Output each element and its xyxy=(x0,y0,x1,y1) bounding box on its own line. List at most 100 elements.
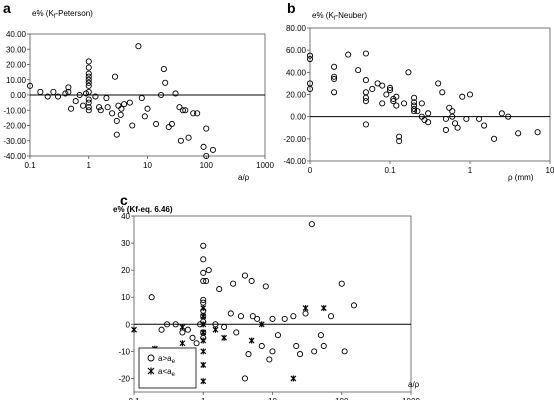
data-point xyxy=(203,125,210,132)
data-point xyxy=(85,99,92,106)
data-point xyxy=(135,43,142,50)
data-point xyxy=(362,89,369,96)
y-tick-label: 40.00 xyxy=(6,30,27,39)
panel-b-x-ticks: 0 0.1 1 10 xyxy=(308,161,554,175)
data-point xyxy=(68,105,75,112)
data-point xyxy=(157,91,165,99)
data-point xyxy=(449,108,456,115)
data-point xyxy=(80,102,87,109)
data-point xyxy=(129,122,136,129)
data-point xyxy=(221,323,228,331)
data-point xyxy=(245,351,252,358)
data-point xyxy=(200,296,207,303)
data-point xyxy=(393,102,400,109)
data-point xyxy=(362,121,369,128)
data-point xyxy=(383,91,390,98)
panel-b: b e% (Kf-Neuber) 80.00 60.00 40.00 20.00 0.0… xyxy=(283,0,554,182)
data-point xyxy=(306,85,314,93)
data-point xyxy=(126,99,133,106)
data-point xyxy=(185,134,192,141)
y-tick-label: 10.00 xyxy=(6,76,27,85)
data-point xyxy=(435,80,442,87)
data-point xyxy=(72,98,79,105)
data-point xyxy=(476,115,483,122)
data-point-star xyxy=(258,321,265,328)
data-point xyxy=(141,113,148,120)
data-point xyxy=(37,88,44,95)
panel-c-legend: a>ae a<ae xyxy=(138,347,197,389)
data-point-star xyxy=(221,334,228,341)
legend-circle-marker xyxy=(147,354,155,362)
x-tick-label: 10 xyxy=(268,397,277,400)
data-point xyxy=(62,90,69,97)
panel-a: a e% (Kf-Peterson) 40.0030.0020.0010.000… xyxy=(3,0,274,182)
data-point xyxy=(418,100,425,107)
data-point-star xyxy=(320,305,327,312)
data-point xyxy=(104,104,111,111)
data-point xyxy=(85,64,92,71)
data-point xyxy=(153,120,160,128)
data-point xyxy=(306,55,314,63)
data-point xyxy=(396,133,403,140)
data-point xyxy=(103,95,110,102)
data-point xyxy=(176,104,183,111)
panel-a-points xyxy=(26,43,216,160)
y-tick-label: -20.00 xyxy=(3,122,26,131)
data-point xyxy=(345,51,352,58)
y-tick-label: 80.00 xyxy=(286,24,307,33)
y-tick-label: 10 xyxy=(121,293,130,302)
data-point xyxy=(96,104,103,111)
data-point xyxy=(203,152,210,160)
x-tick-label: 1 xyxy=(201,397,206,400)
data-point xyxy=(179,329,186,336)
panel-c-xlabel: a/ρ xyxy=(408,380,420,389)
data-point xyxy=(274,332,282,339)
y-tick-label: 40.00 xyxy=(286,68,307,77)
y-tick-label: -20 xyxy=(118,374,130,383)
data-point xyxy=(254,315,261,322)
data-point xyxy=(459,93,466,100)
data-point xyxy=(162,79,169,86)
y-tick-label: 20.00 xyxy=(286,91,307,100)
data-point xyxy=(379,100,386,107)
data-point xyxy=(172,90,179,97)
data-point xyxy=(442,126,449,134)
x-tick-label: 1000 xyxy=(256,161,274,170)
data-point xyxy=(454,124,461,131)
data-point xyxy=(320,342,327,350)
y-tick-label: -20.00 xyxy=(283,135,306,144)
data-point xyxy=(317,332,324,339)
data-point xyxy=(258,342,265,350)
x-tick-label: 1 xyxy=(87,161,92,170)
data-point xyxy=(85,79,92,86)
x-tick-label: 100 xyxy=(335,397,349,400)
data-point xyxy=(249,313,256,320)
data-point xyxy=(200,242,207,249)
data-point xyxy=(362,50,369,57)
data-point xyxy=(331,89,338,96)
panel-b-ylabel: e% (Kf-Neuber) xyxy=(312,11,367,22)
data-point xyxy=(121,101,128,108)
y-tick-label: -30.00 xyxy=(3,137,26,146)
legend-label-star: a<ae xyxy=(158,367,176,378)
data-point xyxy=(203,277,210,285)
y-tick-label: 30.00 xyxy=(6,45,27,54)
data-point xyxy=(233,329,240,336)
data-point-star xyxy=(200,348,207,355)
data-point xyxy=(355,67,362,74)
data-point xyxy=(85,70,92,77)
data-point xyxy=(172,321,179,328)
data-point xyxy=(179,107,186,114)
y-tick-label: 40 xyxy=(121,212,130,221)
data-point xyxy=(411,108,418,115)
panel-b-y-ticks: 80.00 60.00 40.00 20.00 0.00 -20.00 -40.00 xyxy=(283,24,310,166)
data-point xyxy=(85,96,92,103)
data-point xyxy=(148,294,155,301)
data-point xyxy=(189,334,196,341)
data-point xyxy=(534,129,541,136)
panel-a-y-ticks: 40.00 30.00 20.00 10.00 0.00 -10.00 -20.00 -30.… xyxy=(3,30,30,161)
y-tick-label: -10.00 xyxy=(3,106,26,115)
data-point xyxy=(379,82,386,89)
panel-b-plot-area xyxy=(309,27,551,162)
